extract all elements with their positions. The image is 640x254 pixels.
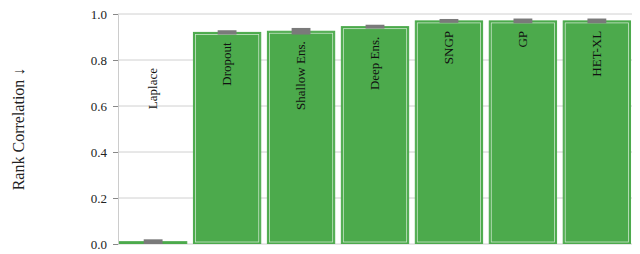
bar-labels: Laplace Dropout Shallow Ens. Deep Ens. SNGP G…: [145, 31, 604, 110]
bar-outline: [417, 23, 480, 242]
bar: [489, 21, 556, 244]
tick: 0.0: [91, 237, 118, 252]
category-label: Shallow Ens.: [293, 41, 308, 110]
bar: [415, 21, 482, 244]
y-axis-title: Rank Correlation ↓: [10, 68, 27, 191]
tick-label: 0.8: [91, 53, 107, 68]
error-bars: [144, 19, 607, 244]
chart: 0.0 0.2 0.4 0.6 0.8 1.0 Laplace Dropout Shallow …: [0, 0, 640, 254]
bar: [341, 27, 408, 244]
tick-label: 0.4: [91, 145, 108, 160]
error-bar-body: [587, 19, 606, 24]
error-bar: [292, 28, 311, 35]
error-bar-body: [513, 19, 532, 24]
category-label: SNGP: [441, 31, 456, 64]
tick-label: 1.0: [91, 7, 107, 22]
error-bar-body: [440, 19, 459, 23]
bar: [193, 32, 260, 244]
tick-mark: [113, 60, 118, 61]
tick: 0.2: [91, 191, 118, 206]
y-axis: 0.0 0.2 0.4 0.6 0.8 1.0: [91, 7, 119, 252]
error-bar: [144, 239, 163, 244]
error-bar: [440, 19, 459, 23]
grid: [118, 14, 632, 244]
tick: 0.4: [91, 145, 118, 160]
error-bar-body: [218, 30, 237, 34]
bar: [563, 21, 630, 244]
error-bar: [366, 25, 385, 29]
error-bar: [587, 19, 606, 24]
tick-mark: [113, 14, 118, 15]
plot: 0.0 0.2 0.4 0.6 0.8 1.0 Laplace Dropout Shallow …: [91, 7, 632, 252]
bar-outline: [343, 29, 406, 242]
tick-mark: [113, 106, 118, 107]
bar-outline: [565, 23, 628, 242]
category-label: HET-XL: [589, 31, 604, 77]
tick: 1.0: [91, 7, 118, 22]
error-bar-body: [144, 239, 163, 244]
tick: 0.8: [91, 53, 118, 68]
error-bar: [218, 30, 237, 34]
bar-outline: [195, 34, 258, 242]
tick-label: 0.0: [91, 237, 107, 252]
category-label: Dropout: [219, 42, 234, 86]
axis-line: [113, 15, 119, 245]
bar-outline: [491, 23, 554, 242]
tick: 0.6: [91, 99, 118, 114]
tick-label: 0.2: [91, 191, 107, 206]
tick-mark: [113, 198, 118, 199]
bar-outline: [269, 33, 332, 242]
error-bar-body: [292, 28, 311, 35]
category-label: Laplace: [145, 68, 160, 109]
bar: [267, 31, 334, 244]
category-label: Deep Ens.: [367, 37, 382, 90]
tick-mark: [113, 152, 118, 153]
category-label: GP: [515, 31, 530, 48]
bars: [119, 19, 630, 244]
grid-line: [118, 14, 632, 15]
error-bar-body: [366, 25, 385, 29]
tick-label: 0.6: [91, 99, 108, 114]
tick-mark: [113, 244, 118, 245]
error-bar: [513, 19, 532, 24]
